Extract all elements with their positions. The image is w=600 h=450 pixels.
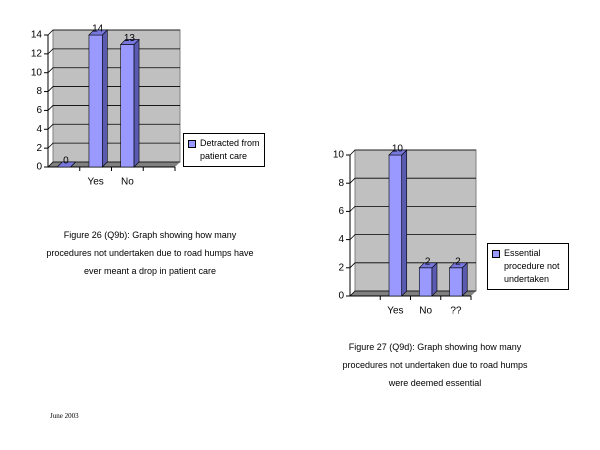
y-tick-label: 6 [338, 206, 344, 217]
y-tick-label: 10 [333, 150, 345, 161]
y-tick-label: 0 [36, 162, 42, 173]
y-tick-label: 4 [338, 234, 344, 245]
bar-top [56, 161, 77, 168]
y-tick-label: 2 [338, 262, 344, 273]
footer: June 2003 [50, 412, 79, 420]
bar-side [101, 29, 108, 168]
bar-top [448, 262, 468, 269]
bar [418, 267, 433, 297]
bar-top [418, 262, 438, 269]
figure-caption: Figure 27 (Q9d): Graph showing how many … [342, 342, 528, 388]
legend: Essential procedure not undertaken [487, 243, 569, 290]
plot-floor [350, 291, 476, 296]
y-tick-label: 10 [31, 67, 43, 78]
x-tick-label: No [121, 177, 134, 188]
legend: Detracted from patient care [183, 133, 265, 167]
bar [449, 267, 463, 297]
legend-swatch [188, 140, 196, 148]
y-tick-label: 8 [36, 86, 42, 97]
bar-top [388, 149, 408, 156]
legend-label: Essential procedure not undertaken [504, 248, 560, 284]
y-tick-label: 4 [36, 124, 42, 135]
y-tick-label: 2 [36, 143, 42, 154]
data-label: 10 [392, 144, 404, 155]
x-tick-label: No [419, 306, 432, 317]
y-tick-label: 8 [338, 178, 344, 189]
grid-line [349, 149, 476, 156]
grid-line [349, 177, 476, 184]
x-tick-label: ?? [450, 306, 462, 317]
data-label: 14 [92, 24, 104, 35]
bar-side [461, 262, 468, 297]
y-tick-label: 12 [31, 48, 43, 59]
x-tick-label: Yes [87, 177, 103, 188]
data-label: 2 [455, 256, 461, 267]
data-label: 2 [425, 256, 431, 267]
bar-side [133, 38, 140, 168]
grid-line [349, 234, 476, 240]
bar-top [119, 39, 140, 45]
bar [88, 34, 103, 168]
plot-wall [52, 29, 181, 163]
legend-label: Detracted from patient care [200, 138, 260, 161]
y-tick-label: 14 [31, 30, 43, 41]
data-label: 13 [124, 33, 136, 44]
data-label: 0 [63, 156, 69, 167]
figure-caption: Figure 26 (Q9b): Graph showing how many … [46, 230, 254, 276]
y-tick-label: 6 [36, 105, 42, 116]
plot-floor [48, 162, 180, 167]
grid-line [47, 29, 180, 36]
legend-swatch [492, 250, 500, 258]
bar-side [401, 149, 408, 297]
bar [388, 154, 403, 297]
bar [120, 44, 135, 168]
y-tick-label: 0 [338, 291, 344, 302]
grid-line [349, 205, 476, 212]
bar-top [88, 29, 109, 36]
bar-side [431, 262, 438, 297]
x-tick-label: Yes [387, 306, 403, 317]
